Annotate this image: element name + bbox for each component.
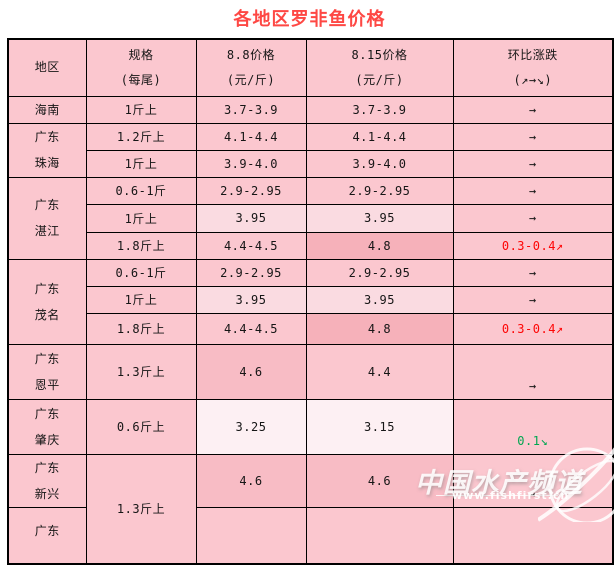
spec-cell: 1.3斤上	[85, 453, 197, 565]
change-cell: →	[452, 285, 614, 314]
price-815-cell: 3.7-3.9	[305, 95, 454, 124]
price-88-cell: 3.25	[195, 398, 307, 455]
price-88-cell: 3.9-4.0	[195, 149, 307, 178]
price-88-cell: 4.6	[195, 343, 307, 400]
table-row: 1斤上 3.9-4.0 3.9-4.0 →	[8, 149, 614, 178]
table-row: 广东 肇庆 0.6斤上 3.25 3.15 0.1↘	[7, 398, 614, 455]
spec-cell: 1.8斤上	[85, 312, 197, 345]
change-cell: →	[452, 258, 614, 287]
header-price-88: 8.8价格 (元/斤)	[195, 38, 307, 97]
price-815-cell: 4.1-4.4	[305, 122, 454, 151]
change-cell: 0.3-0.4↗	[452, 231, 614, 260]
price-88-cell: 2.9-2.95	[195, 258, 307, 287]
region-cell: 广东 肇庆	[7, 398, 87, 455]
price-88-cell: 4.1-4.4	[195, 122, 307, 151]
page-title: 各地区罗非鱼价格	[233, 9, 386, 30]
change-cell: →	[452, 343, 614, 400]
change-cell: →	[452, 203, 614, 233]
change-cell: 0.1↘	[452, 398, 614, 455]
price-815-cell: 3.95	[305, 203, 454, 233]
change-cell: →	[452, 122, 614, 151]
header-change: 环比涨跌 (↗→↘)	[452, 38, 614, 97]
price-88-cell: 4.4-4.5	[195, 312, 307, 345]
price-815-cell: 4.8	[305, 312, 454, 345]
table-row: 广东 新兴 1.3斤上 4.6 4.6 →	[7, 453, 614, 565]
price-88-cell: 4.6	[195, 453, 307, 508]
spec-cell: 1斤上	[85, 203, 197, 233]
table-row: 海南 1斤上 3.7-3.9 3.7-3.9 →	[7, 95, 614, 124]
spec-cell: 1.2斤上	[85, 122, 197, 151]
change-cell: →	[452, 176, 614, 205]
table-row: 广东 恩平 1.3斤上 4.6 4.4 →	[7, 343, 614, 400]
table-row: 1.8斤上 4.4-4.5 4.8 0.3-0.4↗	[8, 231, 614, 260]
change-cell	[452, 506, 614, 565]
price-815-cell: 4.8	[305, 231, 454, 260]
spec-cell: 1.3斤上	[85, 343, 197, 400]
change-cell: →	[452, 453, 614, 508]
price-815-cell	[305, 506, 454, 565]
price-88-cell: 3.95	[195, 285, 307, 314]
table-row: 1.8斤上 4.4-4.5 4.8 0.3-0.4↗	[8, 312, 614, 345]
page: { "title": "各地区罗非鱼价格", "colors": { "titl…	[7, 9, 614, 565]
price-815-cell: 3.95	[305, 285, 454, 314]
region-cell: 广东 珠海	[7, 122, 87, 178]
change-cell: 0.3-0.4↗	[452, 312, 614, 345]
price-88-cell: 4.4-4.5	[195, 231, 307, 260]
spec-cell: 0.6-1斤	[85, 258, 197, 287]
price-88-cell: 3.95	[195, 203, 307, 233]
price-815-cell: 4.4	[305, 343, 454, 400]
table-row: 广东 茂名 0.6-1斤 2.9-2.95 2.9-2.95 →	[7, 258, 614, 345]
price-815-cell: 2.9-2.95	[305, 258, 454, 287]
price-815-cell: 4.6	[305, 453, 454, 508]
region-cell: 海南	[7, 95, 87, 124]
spec-cell: 0.6斤上	[85, 398, 197, 455]
change-cell: →	[452, 95, 614, 124]
header-price-815: 8.15价格 (元/斤)	[305, 38, 454, 97]
table-row: 1斤上 3.95 3.95 →	[8, 203, 614, 233]
region-cell: 广东 恩平	[7, 343, 87, 400]
price-88-cell: 3.7-3.9	[195, 95, 307, 124]
price-815-cell: 3.15	[305, 398, 454, 455]
table-header-row: 地区 规格 (每尾) 8.8价格 (元/斤) 8.15价格 (元/斤) 环比涨跌…	[7, 38, 614, 97]
price-815-cell: 3.9-4.0	[305, 149, 454, 178]
change-cell: →	[452, 149, 614, 178]
region-cell: 广东 湛江	[7, 176, 87, 260]
table-row: 广东 湛江 0.6-1斤 2.9-2.95 2.9-2.95 →	[7, 176, 614, 260]
table-row: 1斤上 3.95 3.95 →	[8, 285, 614, 314]
region-cell: 广东 新兴	[7, 453, 87, 508]
spec-cell: 1斤上	[85, 149, 197, 178]
tilapia-price-table: 地区 规格 (每尾) 8.8价格 (元/斤) 8.15价格 (元/斤) 环比涨跌…	[7, 38, 614, 565]
price-88-cell	[195, 506, 307, 565]
spec-cell: 1.8斤上	[85, 231, 197, 260]
spec-cell: 0.6-1斤	[85, 176, 197, 205]
spec-cell: 1斤上	[85, 285, 197, 314]
price-88-cell: 2.9-2.95	[195, 176, 307, 205]
price-815-cell: 2.9-2.95	[305, 176, 454, 205]
table-row: 广东 珠海 1.2斤上 4.1-4.4 4.1-4.4 →	[7, 122, 614, 178]
header-spec: 规格 (每尾)	[85, 38, 197, 97]
header-region: 地区	[7, 38, 87, 97]
region-cell: 广东	[7, 506, 87, 565]
spec-cell: 1斤上	[85, 95, 197, 124]
region-cell: 广东 茂名	[7, 258, 87, 345]
